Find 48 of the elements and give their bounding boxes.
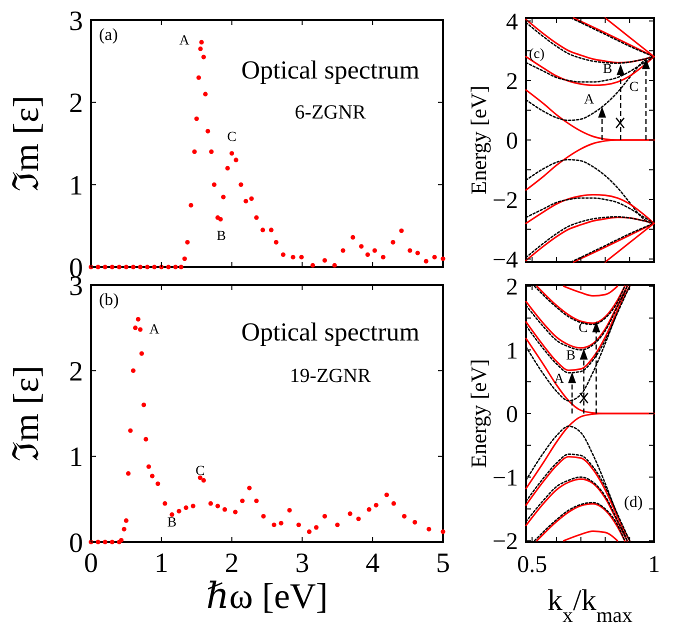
y-tick-label: 1 bbox=[506, 338, 518, 364]
y-tick-label: −2 bbox=[492, 188, 518, 214]
y-tick-label: 2 bbox=[69, 88, 83, 120]
annotation: C bbox=[629, 80, 639, 96]
annotation: B bbox=[602, 62, 612, 78]
y-axis-title: Energy [eV] bbox=[466, 86, 491, 194]
y-tick-label: 1 bbox=[69, 442, 83, 474]
x-tick-label: 0.5 bbox=[517, 552, 548, 578]
y-tick-label: 2 bbox=[506, 274, 518, 301]
x-axis-title: k$_{x}$/k$_{max}$ bbox=[548, 584, 633, 627]
y-tick-label: 2 bbox=[69, 356, 83, 388]
annotation: Optical spectrum bbox=[241, 56, 420, 84]
y-axis-title: ℑm [ε] bbox=[6, 95, 46, 192]
x-tick-label: 1 bbox=[648, 552, 660, 578]
chart-title: (a) bbox=[99, 25, 118, 44]
y-axis-title: ℑm [ε] bbox=[6, 365, 46, 462]
y-tick-label: −2 bbox=[492, 529, 518, 556]
x-tick-label: 3 bbox=[295, 548, 310, 579]
annotation: 19-ZGNR bbox=[290, 364, 372, 387]
x-tick-label: 4 bbox=[366, 548, 380, 579]
x-tick-label: 1 bbox=[154, 548, 168, 579]
y-tick-label: −4 bbox=[492, 247, 518, 274]
x-tick-label: 5 bbox=[436, 548, 450, 579]
annotation: A bbox=[179, 34, 190, 49]
y-tick-label: −1 bbox=[492, 466, 518, 492]
annotation: Optical spectrum bbox=[241, 317, 420, 346]
annotation: A bbox=[584, 92, 596, 108]
annotation: C bbox=[227, 130, 236, 145]
x-tick-label: 2 bbox=[224, 548, 239, 579]
annotation: B bbox=[216, 228, 226, 244]
y-tick-label: 0 bbox=[506, 128, 518, 154]
chart-title: (b) bbox=[99, 290, 119, 309]
annotation: B bbox=[167, 515, 177, 530]
annotation: A bbox=[554, 372, 566, 388]
y-tick-label: 2 bbox=[506, 68, 518, 95]
y-tick-label: 0 bbox=[506, 402, 518, 428]
y-tick-label: 1 bbox=[69, 170, 83, 202]
annotation: C bbox=[195, 464, 205, 479]
y-tick-label: 4 bbox=[506, 9, 518, 36]
annotation: A bbox=[149, 322, 160, 338]
y-tick-label: 3 bbox=[69, 6, 83, 37]
y-tick-label: 0 bbox=[69, 528, 83, 559]
annotation: 6-ZGNR bbox=[294, 101, 367, 124]
text: (c) bbox=[529, 47, 545, 62]
text: (d) bbox=[624, 494, 643, 511]
x-axis-title: ℏω [eV] bbox=[206, 576, 328, 616]
annotation: B bbox=[566, 348, 576, 364]
y-axis-title: Energy [eV] bbox=[466, 359, 491, 468]
